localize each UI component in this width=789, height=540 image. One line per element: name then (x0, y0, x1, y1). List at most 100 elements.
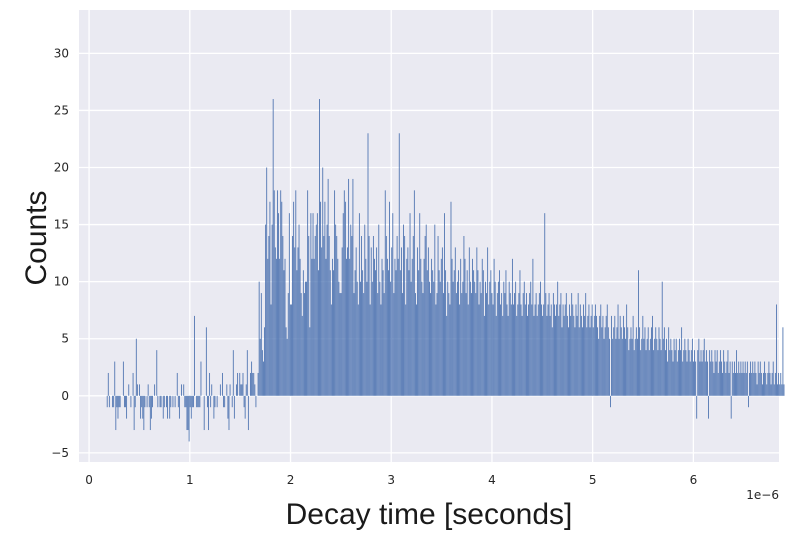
bar (542, 315, 544, 396)
bar (768, 361, 770, 396)
bar (615, 338, 617, 396)
bar (602, 315, 604, 396)
bar (445, 270, 447, 396)
bar (310, 213, 312, 396)
bar (149, 395, 151, 431)
bar (771, 372, 773, 396)
bar (694, 350, 695, 396)
bar (543, 304, 545, 396)
bar (743, 372, 745, 396)
bar (576, 315, 578, 396)
y-tick-label: 20 (54, 161, 69, 175)
bar (564, 304, 566, 396)
bar (311, 258, 313, 396)
bar (483, 315, 485, 396)
bar (458, 270, 459, 396)
bar (610, 395, 611, 408)
bar (643, 338, 645, 396)
bar (633, 350, 635, 396)
bar (449, 304, 451, 396)
bar (398, 133, 400, 396)
bar (343, 190, 345, 396)
bar (590, 315, 592, 396)
bar (490, 270, 492, 396)
bar (338, 281, 340, 396)
bar (453, 270, 455, 396)
bar (126, 395, 128, 419)
bar (545, 293, 547, 396)
bar (378, 224, 380, 396)
bar (148, 395, 150, 408)
bar (634, 338, 636, 396)
bar (407, 247, 409, 396)
bar (472, 258, 473, 396)
bar (390, 281, 392, 396)
bar (492, 304, 494, 396)
bar (423, 258, 425, 396)
bar (147, 384, 149, 396)
bar (353, 293, 355, 396)
y-tick-label: −5 (51, 446, 69, 460)
bar (769, 372, 771, 396)
bar (750, 361, 752, 396)
bar (622, 315, 624, 396)
bar (586, 327, 588, 396)
bar (418, 270, 420, 396)
bar (192, 395, 194, 408)
bar (705, 350, 707, 396)
bar (315, 224, 317, 396)
bar (598, 338, 600, 396)
bar (591, 304, 593, 396)
bar (588, 304, 590, 396)
x-tick-label: 4 (488, 473, 496, 487)
bar (270, 304, 272, 396)
bar (663, 327, 665, 396)
bar (672, 361, 674, 396)
bar (731, 361, 733, 396)
bar (753, 372, 755, 396)
bar (474, 281, 476, 396)
bar (399, 270, 401, 396)
bar (659, 338, 661, 396)
bar (774, 372, 776, 396)
bar (516, 315, 518, 396)
bar (416, 304, 417, 396)
bar (223, 395, 225, 408)
bar (680, 350, 681, 396)
bar (246, 350, 248, 396)
bar (538, 293, 540, 396)
bar (658, 327, 660, 396)
bar (279, 258, 281, 396)
bar (368, 236, 370, 396)
bar (200, 361, 202, 396)
bar (365, 258, 367, 396)
bar (653, 350, 655, 396)
bar (408, 270, 410, 396)
bar (316, 213, 318, 396)
bar (529, 293, 531, 396)
bar (281, 201, 283, 396)
bar (727, 350, 729, 396)
bar (324, 201, 326, 396)
bar (779, 384, 781, 396)
bar (509, 293, 511, 396)
bar (763, 372, 764, 396)
bar (710, 361, 712, 396)
bar (366, 281, 368, 396)
bar (532, 258, 534, 396)
bar (547, 304, 549, 396)
bar (619, 315, 621, 396)
bar (656, 338, 658, 396)
bar (321, 247, 323, 396)
bar (436, 293, 438, 396)
bar (688, 350, 690, 396)
bar (388, 270, 389, 396)
bar (406, 258, 408, 396)
bar (313, 258, 315, 396)
bar (260, 293, 262, 396)
bar (657, 350, 659, 396)
bar (348, 178, 350, 396)
bar (278, 213, 279, 396)
bar (755, 372, 757, 396)
bar (613, 327, 615, 396)
